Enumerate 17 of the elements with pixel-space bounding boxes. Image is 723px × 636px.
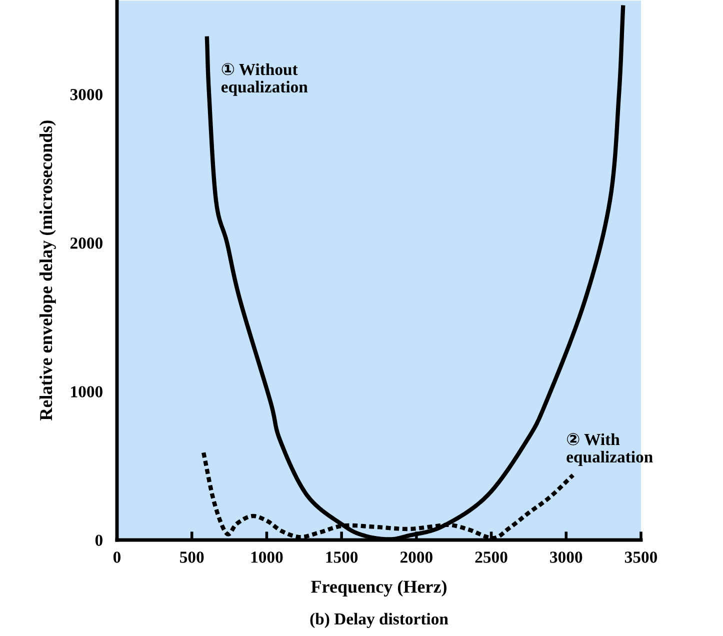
y-tick-label: 3000 xyxy=(70,88,102,100)
x-tick-label: 2500 xyxy=(475,552,508,563)
y-tick-label: 1000 xyxy=(71,386,102,398)
y-tick-label: 2000 xyxy=(70,238,102,249)
x-tick-label: 1500 xyxy=(326,552,358,563)
y-tick-label: 0 xyxy=(95,534,102,546)
x-tick-label: 0 xyxy=(113,552,121,563)
x-tick-label: 2000 xyxy=(400,552,432,563)
x-tick-label: 3500 xyxy=(624,552,658,563)
series-label: ① Without equalization xyxy=(221,63,308,96)
x-axis-title: Frequency (Herz) xyxy=(311,580,446,597)
series-label: ② With equalization xyxy=(566,433,653,466)
x-tick-label: 1000 xyxy=(251,552,283,563)
x-tick-label: 3000 xyxy=(550,552,582,563)
y-axis-title: Relative envelope delay (microseconds) xyxy=(39,120,56,421)
x-tick-label: 500 xyxy=(180,552,204,563)
text: (b) Delay distortion xyxy=(310,612,448,628)
